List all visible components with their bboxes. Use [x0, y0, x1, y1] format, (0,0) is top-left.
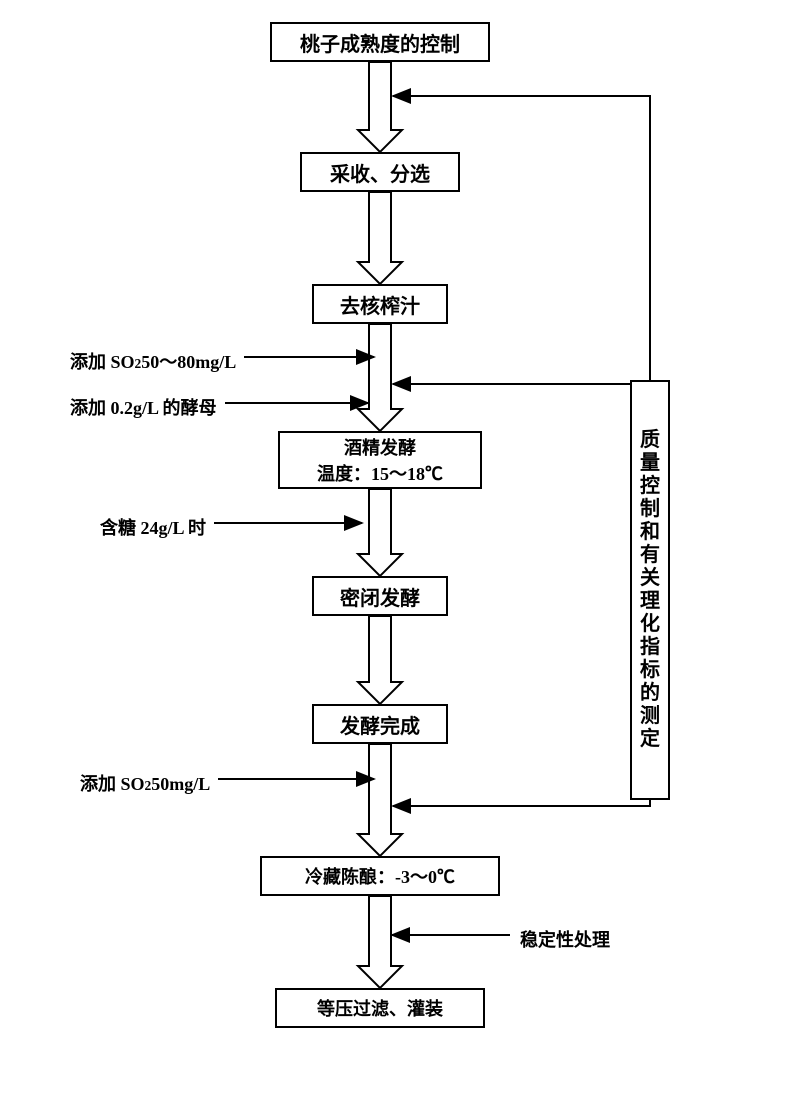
connectors	[0, 0, 800, 1097]
